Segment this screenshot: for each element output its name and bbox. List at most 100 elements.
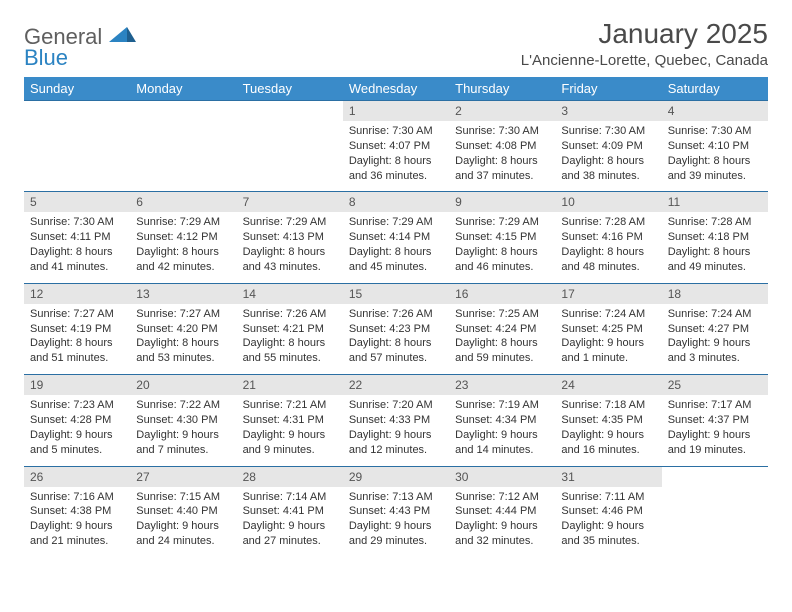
day-cell-number: 25 [662,375,768,396]
day-cell-number: 16 [449,283,555,304]
day-details: Sunrise: 7:13 AMSunset: 4:43 PMDaylight:… [343,487,449,557]
sunrise-text: Sunrise: 7:29 AM [136,215,230,230]
logo-triangle-icon [109,24,137,44]
day-cell-number: 21 [237,375,343,396]
day-cell-details [24,121,130,192]
day-cell-details: Sunrise: 7:30 AMSunset: 4:09 PMDaylight:… [555,121,661,192]
calendar-table: Sunday Monday Tuesday Wednesday Thursday… [24,77,768,557]
day-cell-details: Sunrise: 7:29 AMSunset: 4:15 PMDaylight:… [449,212,555,283]
sunrise-text: Sunrise: 7:12 AM [455,490,549,505]
day-cell-details: Sunrise: 7:22 AMSunset: 4:30 PMDaylight:… [130,395,236,466]
sunset-text: Sunset: 4:46 PM [561,504,655,519]
day-cell-details: Sunrise: 7:20 AMSunset: 4:33 PMDaylight:… [343,395,449,466]
day-details: Sunrise: 7:23 AMSunset: 4:28 PMDaylight:… [24,395,130,465]
day-cell-number: 3 [555,101,661,122]
day-cell-details: Sunrise: 7:17 AMSunset: 4:37 PMDaylight:… [662,395,768,466]
day-number: 2 [449,101,555,121]
daylight-text: Daylight: 9 hours and 27 minutes. [243,519,337,549]
sunset-text: Sunset: 4:18 PM [668,230,762,245]
details-row: Sunrise: 7:30 AMSunset: 4:11 PMDaylight:… [24,212,768,283]
sunset-text: Sunset: 4:10 PM [668,139,762,154]
sunset-text: Sunset: 4:40 PM [136,504,230,519]
day-details: Sunrise: 7:16 AMSunset: 4:38 PMDaylight:… [24,487,130,557]
sunset-text: Sunset: 4:27 PM [668,322,762,337]
day-number [662,467,768,473]
sunrise-text: Sunrise: 7:21 AM [243,398,337,413]
sunset-text: Sunset: 4:38 PM [30,504,124,519]
sunset-text: Sunset: 4:13 PM [243,230,337,245]
weekday-header: Wednesday [343,77,449,101]
daylight-text: Daylight: 8 hours and 41 minutes. [30,245,124,275]
sunrise-text: Sunrise: 7:30 AM [455,124,549,139]
day-cell-number: 15 [343,283,449,304]
sunrise-text: Sunrise: 7:16 AM [30,490,124,505]
sunrise-text: Sunrise: 7:19 AM [455,398,549,413]
day-cell-details: Sunrise: 7:29 AMSunset: 4:14 PMDaylight:… [343,212,449,283]
sunrise-text: Sunrise: 7:23 AM [30,398,124,413]
daylight-text: Daylight: 9 hours and 32 minutes. [455,519,549,549]
day-details: Sunrise: 7:15 AMSunset: 4:40 PMDaylight:… [130,487,236,557]
day-cell-details: Sunrise: 7:28 AMSunset: 4:16 PMDaylight:… [555,212,661,283]
day-cell-number: 23 [449,375,555,396]
day-cell-details: Sunrise: 7:21 AMSunset: 4:31 PMDaylight:… [237,395,343,466]
day-number: 8 [343,192,449,212]
day-details: Sunrise: 7:17 AMSunset: 4:37 PMDaylight:… [662,395,768,465]
day-number: 11 [662,192,768,212]
day-number: 6 [130,192,236,212]
day-cell-details: Sunrise: 7:27 AMSunset: 4:20 PMDaylight:… [130,304,236,375]
day-cell-details: Sunrise: 7:29 AMSunset: 4:12 PMDaylight:… [130,212,236,283]
day-cell-number [662,466,768,487]
daylight-text: Daylight: 8 hours and 59 minutes. [455,336,549,366]
day-cell-details: Sunrise: 7:25 AMSunset: 4:24 PMDaylight:… [449,304,555,375]
day-cell-number: 10 [555,192,661,213]
day-number: 14 [237,284,343,304]
day-cell-number: 27 [130,466,236,487]
sunset-text: Sunset: 4:41 PM [243,504,337,519]
sunrise-text: Sunrise: 7:15 AM [136,490,230,505]
sunrise-text: Sunrise: 7:24 AM [561,307,655,322]
day-details: Sunrise: 7:19 AMSunset: 4:34 PMDaylight:… [449,395,555,465]
daylight-text: Daylight: 9 hours and 7 minutes. [136,428,230,458]
day-cell-details [130,121,236,192]
sunrise-text: Sunrise: 7:24 AM [668,307,762,322]
day-cell-details [237,121,343,192]
sunrise-text: Sunrise: 7:14 AM [243,490,337,505]
sunrise-text: Sunrise: 7:25 AM [455,307,549,322]
day-cell-number: 31 [555,466,661,487]
daylight-text: Daylight: 8 hours and 39 minutes. [668,154,762,184]
day-cell-details: Sunrise: 7:30 AMSunset: 4:10 PMDaylight:… [662,121,768,192]
sunset-text: Sunset: 4:37 PM [668,413,762,428]
day-cell-details: Sunrise: 7:26 AMSunset: 4:21 PMDaylight:… [237,304,343,375]
weekday-header: Saturday [662,77,768,101]
day-number: 27 [130,467,236,487]
day-cell-details: Sunrise: 7:14 AMSunset: 4:41 PMDaylight:… [237,487,343,557]
day-number: 29 [343,467,449,487]
sunrise-text: Sunrise: 7:30 AM [349,124,443,139]
day-cell-details: Sunrise: 7:23 AMSunset: 4:28 PMDaylight:… [24,395,130,466]
day-details [662,487,768,549]
day-cell-details: Sunrise: 7:19 AMSunset: 4:34 PMDaylight:… [449,395,555,466]
day-number: 9 [449,192,555,212]
day-cell-number: 12 [24,283,130,304]
daylight-text: Daylight: 8 hours and 46 minutes. [455,245,549,275]
day-cell-number: 4 [662,101,768,122]
day-cell-number [130,101,236,122]
sunset-text: Sunset: 4:44 PM [455,504,549,519]
day-cell-details: Sunrise: 7:28 AMSunset: 4:18 PMDaylight:… [662,212,768,283]
day-details: Sunrise: 7:26 AMSunset: 4:23 PMDaylight:… [343,304,449,374]
day-details [130,121,236,183]
day-number: 21 [237,375,343,395]
day-details: Sunrise: 7:22 AMSunset: 4:30 PMDaylight:… [130,395,236,465]
day-cell-number: 11 [662,192,768,213]
day-cell-details: Sunrise: 7:30 AMSunset: 4:07 PMDaylight:… [343,121,449,192]
day-details: Sunrise: 7:25 AMSunset: 4:24 PMDaylight:… [449,304,555,374]
daylight-text: Daylight: 9 hours and 5 minutes. [30,428,124,458]
daylight-text: Daylight: 8 hours and 36 minutes. [349,154,443,184]
day-number: 10 [555,192,661,212]
day-cell-details: Sunrise: 7:24 AMSunset: 4:25 PMDaylight:… [555,304,661,375]
day-cell-number: 17 [555,283,661,304]
calendar-body: 12 34 Sunrise: 7:30 AMSunset: 4:07 PMDayli… [24,101,768,557]
calendar-page: General Blue January 2025 L'Ancienne-Lor… [0,0,792,575]
day-details: Sunrise: 7:21 AMSunset: 4:31 PMDaylight:… [237,395,343,465]
daylight-text: Daylight: 8 hours and 37 minutes. [455,154,549,184]
